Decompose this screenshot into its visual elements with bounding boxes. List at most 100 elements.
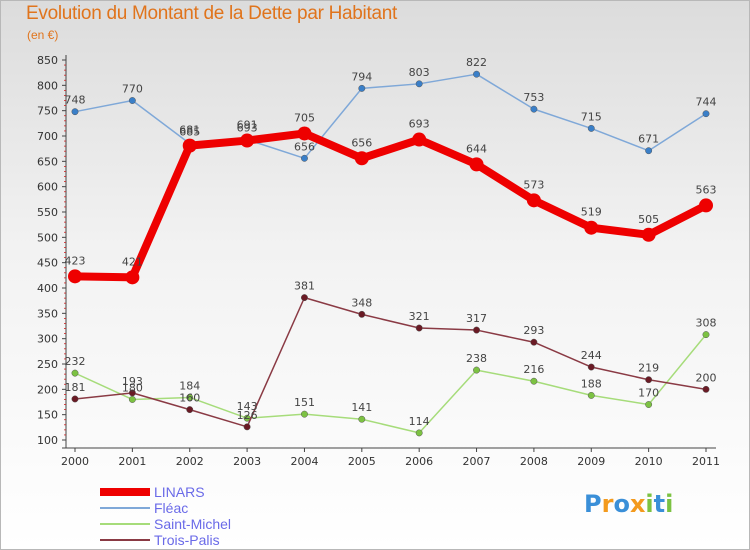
y-tick-label: 450: [37, 257, 58, 270]
y-tick-label: 600: [37, 181, 58, 194]
data-point: [182, 138, 197, 153]
data-label: 693: [237, 122, 258, 135]
data-label: 505: [638, 213, 659, 226]
data-point: [469, 157, 484, 172]
data-label: 563: [696, 183, 717, 196]
y-tick-label: 650: [37, 155, 58, 168]
data-point: [526, 193, 541, 208]
data-label: 232: [65, 355, 86, 368]
y-tick-label: 850: [37, 54, 58, 67]
data-label: 644: [466, 142, 487, 155]
data-label: 519: [581, 206, 602, 219]
data-label: 671: [638, 133, 659, 146]
x-tick-label: 2002: [176, 455, 204, 468]
data-label: 348: [351, 296, 372, 309]
data-label: 681: [179, 124, 200, 137]
y-tick-label: 750: [37, 105, 58, 118]
data-label: 715: [581, 110, 602, 123]
data-label: 151: [294, 396, 315, 409]
data-label: 184: [179, 379, 200, 392]
data-point: [412, 132, 427, 147]
data-label: 170: [638, 387, 659, 400]
data-label: 822: [466, 56, 487, 69]
data-label: 656: [294, 140, 315, 153]
data-point: [301, 154, 308, 162]
data-point: [702, 331, 710, 339]
data-point: [473, 326, 480, 334]
data-label: 200: [696, 371, 717, 384]
data-label: 691: [237, 119, 258, 132]
data-point: [358, 84, 366, 92]
data-label: 321: [409, 310, 430, 323]
data-label: 181: [65, 381, 86, 394]
data-label: 693: [409, 118, 430, 131]
data-point: [71, 395, 79, 403]
data-point: [530, 338, 538, 346]
y-tick-label: 200: [37, 383, 58, 396]
data-label: 748: [65, 94, 86, 107]
y-tick-label: 150: [37, 409, 58, 422]
y-tick-label: 400: [37, 282, 58, 295]
x-tick-label: 2011: [692, 455, 720, 468]
x-tick-label: 2004: [290, 455, 318, 468]
data-label: 219: [638, 362, 659, 375]
data-label: 423: [65, 254, 86, 267]
data-point: [641, 227, 656, 242]
y-tick-label: 100: [37, 434, 58, 447]
y-tick-label: 800: [37, 79, 58, 92]
data-point: [473, 70, 480, 78]
chart-subtitle: (en €): [27, 28, 59, 42]
data-label: 744: [696, 96, 717, 109]
data-label: 126: [237, 409, 258, 422]
data-point: [240, 133, 255, 148]
data-label: 381: [294, 280, 315, 293]
y-tick-label: 550: [37, 206, 58, 219]
data-point: [186, 406, 194, 414]
x-tick-label: 2001: [118, 455, 146, 468]
legend-label: Trois-Palis: [154, 532, 220, 548]
data-point: [645, 147, 653, 155]
y-tick-label: 250: [37, 358, 58, 371]
data-point: [297, 126, 312, 141]
data-label: 114: [409, 415, 430, 428]
data-point: [699, 198, 713, 213]
data-label: 317: [466, 312, 487, 325]
data-point: [128, 97, 136, 104]
data-label: 803: [409, 66, 430, 79]
data-point: [473, 366, 480, 374]
data-point: [415, 80, 423, 88]
legend-label: Saint-Michel: [154, 516, 231, 532]
x-tick-label: 2005: [348, 455, 376, 468]
data-point: [128, 396, 136, 403]
x-tick-label: 2007: [463, 455, 491, 468]
data-label: 188: [581, 377, 602, 390]
data-label: 753: [523, 91, 544, 104]
data-label: 421: [122, 255, 143, 268]
x-tick-label: 2010: [635, 455, 663, 468]
y-tick-label: 300: [37, 333, 58, 346]
data-label: 705: [294, 111, 315, 124]
x-tick-label: 2008: [520, 455, 548, 468]
data-point: [125, 270, 140, 285]
data-point: [645, 376, 653, 384]
data-point: [243, 423, 251, 431]
y-tick-label: 700: [37, 130, 58, 143]
x-tick-label: 2006: [405, 455, 433, 468]
proxiti-logo: Proxiti: [584, 490, 674, 518]
data-label: 770: [122, 83, 143, 96]
data-point: [584, 220, 599, 235]
y-tick-label: 350: [37, 307, 58, 320]
x-tick-label: 2003: [233, 455, 261, 468]
data-label: 216: [523, 363, 544, 376]
data-point: [587, 391, 595, 399]
chart-title: Evolution du Montant de la Dette par Hab…: [26, 3, 397, 24]
data-label: 238: [466, 352, 487, 365]
data-label: 180: [122, 381, 143, 394]
data-label: 141: [351, 401, 372, 414]
data-point: [530, 377, 538, 385]
legend-label: LINARS: [154, 484, 205, 500]
legend-label: Fléac: [154, 500, 188, 516]
data-point: [415, 429, 423, 437]
data-point: [415, 324, 423, 332]
